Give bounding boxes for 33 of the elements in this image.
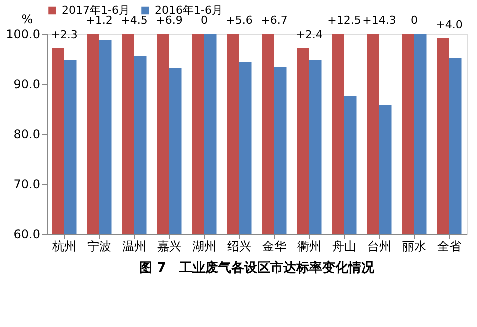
y-axis-title: % bbox=[22, 12, 34, 26]
x-tick-label: 杭州 bbox=[52, 240, 76, 254]
annotation: +6.7 bbox=[261, 14, 288, 27]
annotation: +4.0 bbox=[436, 18, 463, 32]
y-tick-label: 70.0 bbox=[14, 178, 40, 192]
annotation: +1.2 bbox=[86, 14, 113, 27]
annotation: 0 bbox=[411, 14, 418, 27]
annotation: +5.6 bbox=[226, 14, 253, 27]
annotation: +14.3 bbox=[362, 14, 396, 27]
annotation: +12.5 bbox=[328, 14, 362, 27]
annotation: +2.3 bbox=[51, 28, 78, 42]
x-tick-label: 台州 bbox=[368, 240, 392, 254]
annotation: +2.4 bbox=[296, 28, 323, 42]
y-tick-label: 60.0 bbox=[14, 228, 40, 242]
annotation: +6.9 bbox=[156, 14, 183, 27]
annotation: +4.5 bbox=[121, 14, 148, 27]
x-tick-label: 绍兴 bbox=[228, 240, 252, 254]
legend-label: 2016年1-6月 bbox=[155, 4, 223, 17]
x-tick-label: 湖州 bbox=[192, 240, 216, 254]
annotation: 0 bbox=[201, 14, 208, 27]
x-tick-label: 舟山 bbox=[332, 240, 356, 254]
text: 图 7 工业废气各设区市达标率变化情况 bbox=[140, 260, 376, 276]
y-tick-label: 80.0 bbox=[14, 128, 40, 142]
y-tick-label: 100.0 bbox=[6, 28, 40, 42]
x-tick-label: 宁波 bbox=[88, 240, 112, 254]
legend-label: 2017年1-6月 bbox=[62, 4, 130, 17]
x-tick-label: 全省 bbox=[438, 240, 462, 254]
x-tick-label: 金华 bbox=[262, 240, 286, 254]
x-tick-label: 嘉兴 bbox=[158, 240, 182, 254]
x-tick-label: 衢州 bbox=[298, 240, 322, 254]
x-tick-label: 温州 bbox=[122, 240, 146, 254]
y-tick-label: 90.0 bbox=[14, 78, 40, 92]
x-tick-label: 丽水 bbox=[402, 240, 426, 254]
